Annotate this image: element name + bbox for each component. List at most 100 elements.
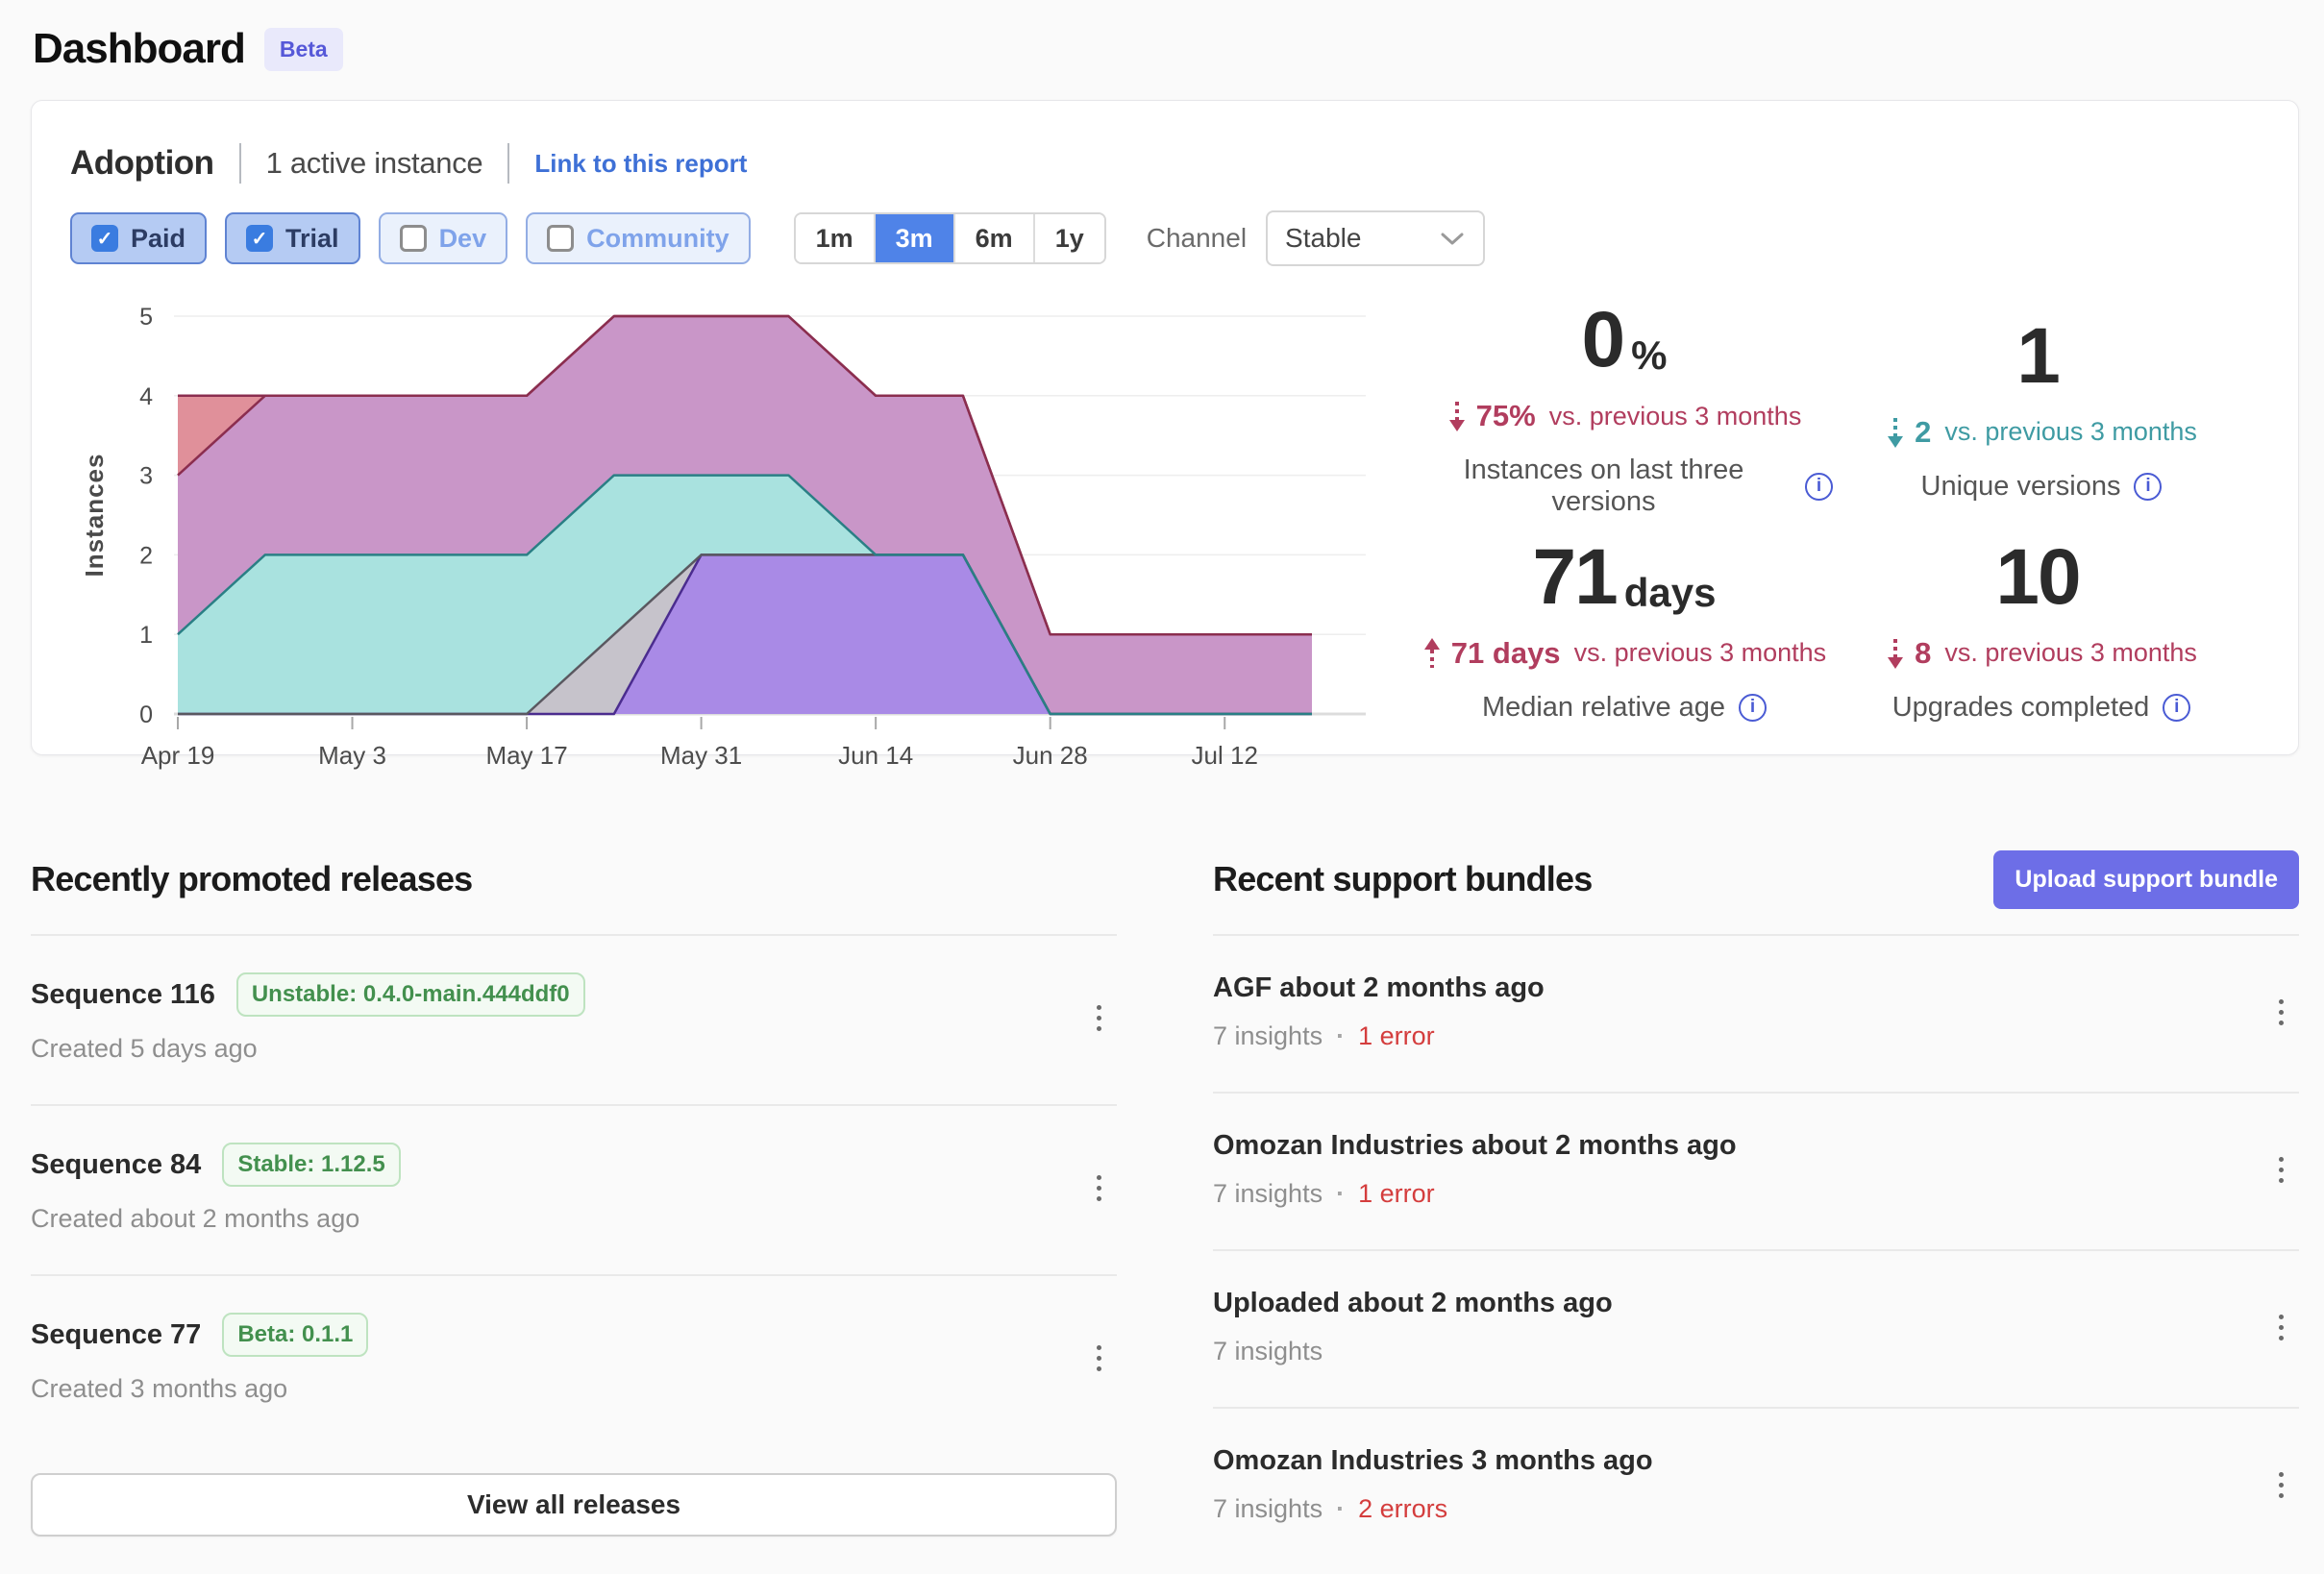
range-6m[interactable]: 6m [954,214,1035,262]
checkmark-icon[interactable]: ✓ [91,225,118,252]
svg-text:Jul 12: Jul 12 [1192,741,1258,770]
svg-text:4: 4 [139,383,153,410]
bundles-heading: Recent support bundles [1213,859,1593,898]
stat-label: Median relative age [1481,691,1726,723]
svg-text:Instances: Instances [80,454,109,578]
checkmark-icon[interactable]: ✓ [246,225,274,252]
bundle-insights: 7 insights [1213,1179,1323,1208]
stat-instances-last-three-versions: 0% 75% vs. previous 3 months Instances o… [1416,301,1833,518]
dot-separator: · [1336,1494,1346,1523]
stat-value: 1 [2016,311,2061,400]
release-created: Created about 2 months ago [31,1204,360,1233]
adoption-chart-container: 0 1 2 3 4 5 Apr 19 May 3 May 17 May 31 Jun 14 Jun 2… [70,289,1406,779]
kebab-menu-icon[interactable] [2269,1149,2293,1191]
chevron-down-icon [1441,233,1464,245]
filter-chip-community[interactable]: Community [526,212,751,264]
divider [1213,934,2299,936]
arrow-down-icon [1448,402,1465,431]
kebab-menu-icon[interactable] [1087,1168,1111,1209]
bundle-insights: 7 insights [1213,1021,1323,1050]
stat-label: Upgrades completed [1891,691,2150,723]
kebab-menu-icon[interactable] [1087,997,1111,1039]
bundle-row: AGF about 2 months ago 7 insights · 1 er… [1213,936,2299,1094]
stat-upgrades-completed: 10 8 vs. previous 3 months Upgrades comp… [1886,537,2197,724]
channel-select[interactable]: Stable [1266,210,1486,266]
kebab-menu-icon[interactable] [2269,992,2293,1033]
adoption-chart: 0 1 2 3 4 5 Apr 19 May 3 May 17 May 31 Jun 14 Jun 2… [80,304,1366,770]
svg-text:1: 1 [139,622,153,649]
arrow-down-icon [1888,638,1904,669]
time-range-control: 1m 3m 6m 1y [793,212,1106,264]
bundle-title: Omozan Industries 3 months ago [1213,1445,1653,1476]
filter-chip-label: Dev [438,223,487,253]
release-created: Created 5 days ago [31,1034,258,1063]
stat-delta-value: 2 [1915,414,1932,449]
page-title: Dashboard [33,25,246,72]
svg-text:Apr 19: Apr 19 [141,741,215,770]
release-created: Created 3 months ago [31,1374,288,1403]
bundle-errors: 2 errors [1358,1494,1448,1523]
link-to-report[interactable]: Link to this report [534,148,748,178]
info-icon[interactable]: i [1805,472,1833,501]
divider [31,934,1117,936]
range-1m[interactable]: 1m [795,214,876,262]
svg-text:5: 5 [139,304,153,331]
lower-sections: Recently promoted releases Sequence 116 … [31,848,2299,1564]
channel-selected-value: Stable [1285,223,1362,253]
checkbox-empty-icon[interactable] [399,225,427,252]
svg-text:May 31: May 31 [660,741,742,770]
svg-text:2: 2 [139,542,153,569]
bundle-insights: 7 insights [1213,1337,1323,1365]
adoption-controls: ✓ Paid ✓ Trial Dev Community 1m 3m 6m 1y [70,210,2260,266]
checkbox-empty-icon[interactable] [547,225,575,252]
range-1y[interactable]: 1y [1034,214,1104,262]
range-3m[interactable]: 3m [875,214,955,262]
kebab-menu-icon[interactable] [2269,1464,2293,1506]
bundle-row: Uploaded about 2 months ago 7 insights [1213,1251,2299,1409]
bundle-title: Uploaded about 2 months ago [1213,1288,1613,1318]
stat-suffix: % [1631,332,1668,378]
release-row: Sequence 77 Beta: 0.1.1 Created 3 months… [31,1276,1117,1444]
kebab-menu-icon[interactable] [2269,1307,2293,1348]
bundle-title: AGF about 2 months ago [1213,972,1545,1003]
filter-chip-trial[interactable]: ✓ Trial [225,212,360,264]
info-icon[interactable]: i [1739,693,1768,722]
bundle-errors: 1 error [1358,1021,1435,1050]
view-all-releases-button[interactable]: View all releases [31,1473,1117,1537]
upload-support-bundle-button[interactable]: Upload support bundle [1993,849,2299,909]
dot-separator: · [1336,1179,1346,1208]
filter-chip-paid[interactable]: ✓ Paid [70,212,208,264]
stat-label: Unique versions [1920,470,2121,502]
adoption-stats: 0% 75% vs. previous 3 months Instances o… [1406,289,2260,770]
stat-label: Instances on last three versions [1463,455,1744,517]
stat-unique-versions: 1 2 vs. previous 3 months Unique version… [1886,316,2197,503]
filter-chip-label: Trial [285,223,339,253]
release-title: Sequence 84 [31,1148,202,1180]
release-title: Sequence 116 [31,978,215,1010]
bundle-title: Omozan Industries about 2 months ago [1213,1130,1737,1161]
stat-median-relative-age: 71 days 71 days vs. previous 3 months Med… [1422,537,1826,724]
stat-delta-note: vs. previous 3 months [1944,417,2197,446]
channel-control: Channel Stable [1146,210,1486,266]
stat-value: 0 [1581,296,1626,383]
bundle-row: Omozan Industries about 2 months ago 7 i… [1213,1094,2299,1251]
kebab-menu-icon[interactable] [1087,1338,1111,1379]
info-icon[interactable]: i [2134,472,2163,501]
filter-chip-dev[interactable]: Dev [378,212,508,264]
channel-label: Channel [1146,223,1248,253]
svg-text:May 3: May 3 [318,741,386,770]
arrow-down-icon [1888,417,1904,448]
release-version-badge: Stable: 1.12.5 [222,1143,401,1187]
svg-text:Jun 14: Jun 14 [838,741,913,770]
release-version-badge: Unstable: 0.4.0-main.444ddf0 [235,972,585,1017]
stat-suffix: days [1623,569,1717,615]
release-row: Sequence 84 Stable: 1.12.5 Created about… [31,1106,1117,1276]
info-icon[interactable]: i [2163,693,2191,722]
svg-text:May 17: May 17 [485,741,567,770]
support-bundles-section: Recent support bundles Upload support bu… [1213,848,2299,1564]
stat-value: 10 [1995,532,2081,621]
adoption-card-body: 0 1 2 3 4 5 Apr 19 May 3 May 17 May 31 Jun 14 Jun 2… [70,289,2260,779]
bundle-row: Omozan Industries 3 months ago 7 insight… [1213,1409,2299,1564]
svg-text:Jun 28: Jun 28 [1013,741,1088,770]
